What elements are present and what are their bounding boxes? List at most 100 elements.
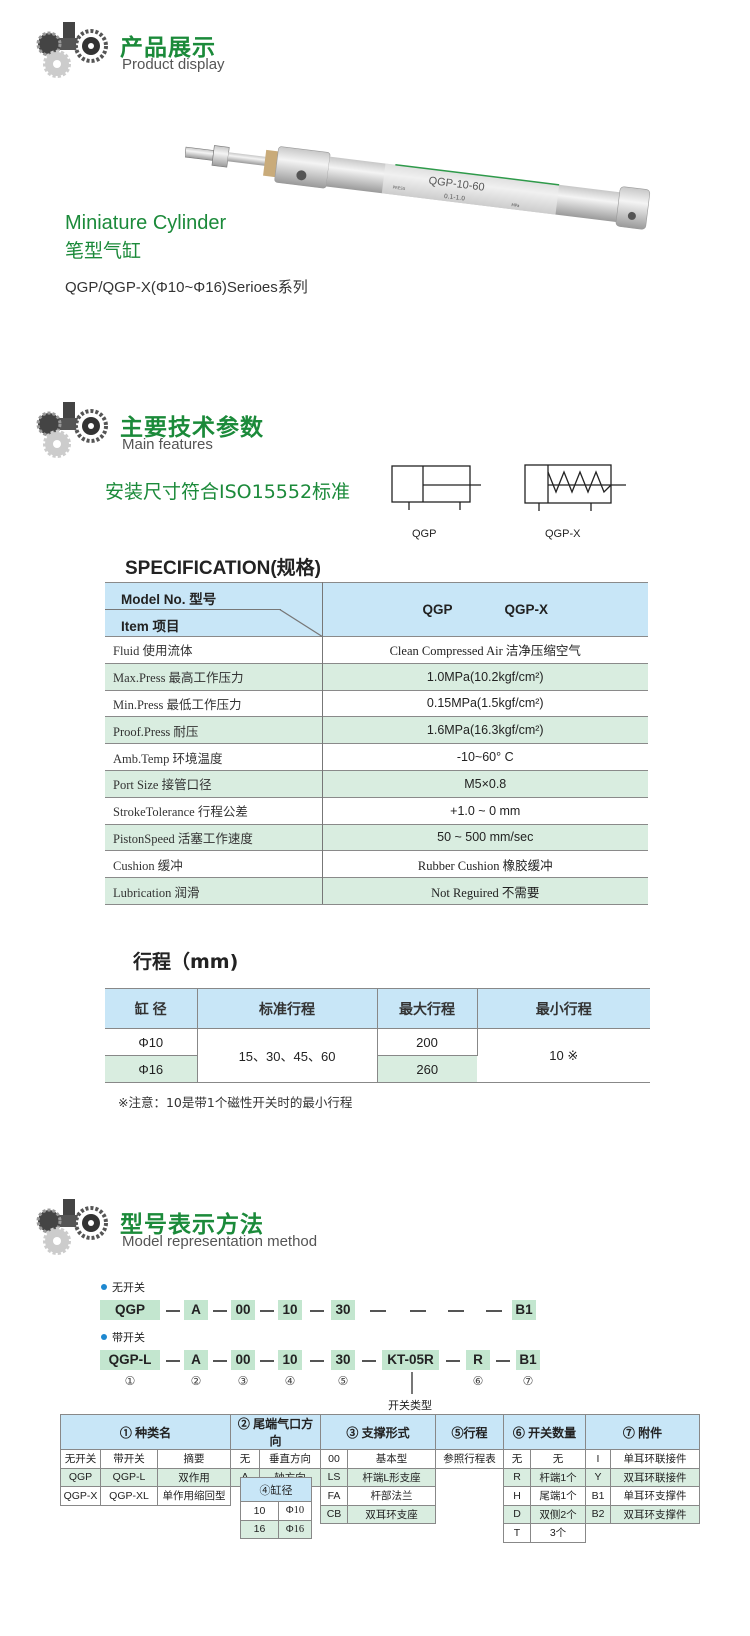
code-box: A xyxy=(184,1300,208,1320)
code-box: 00 xyxy=(231,1350,255,1370)
code-number: ③ xyxy=(237,1374,249,1388)
stroke-header: 最大行程 xyxy=(377,988,478,1029)
min-stroke-cell: 10 ※ xyxy=(477,1028,650,1083)
legend-cell: 单耳环支撑件 xyxy=(610,1486,700,1506)
code-box: B1 xyxy=(516,1350,540,1370)
dash xyxy=(260,1310,274,1312)
dash xyxy=(370,1310,386,1312)
dash xyxy=(448,1310,464,1312)
bore-cell: Φ10 xyxy=(105,1028,198,1056)
spec-row: Fluid 使用流体 Clean Compressed Air 洁净压缩空气 xyxy=(105,636,648,664)
legend-cell: 双侧2个 xyxy=(530,1504,586,1524)
spec-row: Amb.Temp 环境温度 -10~60° C xyxy=(105,743,648,771)
legend-cell: 无 xyxy=(503,1449,531,1469)
spec-row: PistonSpeed 活塞工作速度 50 ~ 500 mm/sec xyxy=(105,823,648,851)
product-series: QGP/QGP-X(Φ10~Φ16)Serioes系列 xyxy=(65,279,308,296)
legend-cell: 垂直方向 xyxy=(259,1449,321,1469)
legend-cell: 无 xyxy=(530,1449,586,1469)
dash xyxy=(496,1360,510,1362)
stroke-header: 缸 径 xyxy=(105,988,198,1029)
legend-cell: 双作用 xyxy=(157,1467,231,1487)
dash xyxy=(213,1360,227,1362)
spec-item: Amb.Temp 环境温度 xyxy=(105,743,323,771)
legend-header: ⑤行程 xyxy=(435,1414,504,1450)
legend-cell: 3个 xyxy=(530,1523,586,1543)
spec-item: Cushion 缓冲 xyxy=(105,850,323,878)
legend-cell: 无开关 xyxy=(60,1449,101,1469)
legend-cell: LS xyxy=(320,1467,348,1487)
code-box: 30 xyxy=(331,1350,355,1370)
spec-item: Port Size 接管口径 xyxy=(105,769,323,798)
legend-cell: 单作用缩回型 xyxy=(157,1486,231,1506)
spec-item: Lubrication 润滑 xyxy=(105,877,323,905)
spec-value: 50 ~ 500 mm/sec xyxy=(322,823,648,851)
with-switch-label: 带开关 xyxy=(112,1331,145,1344)
legend-cell: 基本型 xyxy=(347,1449,436,1469)
spec-value: 1.0MPa(10.2kgf/cm²) xyxy=(322,662,648,691)
stroke-table: 缸 径 标准行程 最大行程 最小行程 Φ10 15、30、45、60 200 1… xyxy=(105,988,650,1083)
spec-table: Model No. 型号 Item 项目 QGP QGP-X Fluid 使用流体… xyxy=(105,582,648,905)
dash xyxy=(446,1360,460,1362)
legend-cell: CB xyxy=(320,1504,348,1524)
spec-value: -10~60° C xyxy=(322,743,648,771)
cylinder-label-unit: MPa xyxy=(511,202,520,208)
symbol-label-qgp: QGP xyxy=(412,528,437,540)
section-title: 产品展示 xyxy=(120,35,216,61)
code-number: ⑤ xyxy=(337,1374,349,1388)
legend-cell: 带开关 xyxy=(100,1449,158,1469)
legend-header: ④缸径 xyxy=(240,1477,312,1502)
spec-row: Max.Press 最高工作压力 1.0MPa(10.2kgf/cm²) xyxy=(105,662,648,691)
spec-row: Port Size 接管口径 M5×0.8 xyxy=(105,769,648,798)
spec-item: Fluid 使用流体 xyxy=(105,636,323,664)
cylinder-label-press: PRESS xyxy=(392,185,406,192)
legend-cell: 双耳环联接件 xyxy=(610,1467,700,1487)
stroke-header: 最小行程 xyxy=(477,988,650,1029)
legend-cell: 摘要 xyxy=(157,1449,231,1469)
spec-item: Proof.Press 耐压 xyxy=(105,716,323,744)
code-number: ④ xyxy=(284,1374,296,1388)
spec-value: Clean Compressed Air 洁净压缩空气 xyxy=(322,636,648,664)
code-box: 30 xyxy=(331,1300,355,1320)
legend-cell: R xyxy=(503,1467,531,1487)
model-qgp-x: QGP-X xyxy=(504,602,549,617)
legend-header: ③ 支撑形式 xyxy=(320,1414,436,1450)
stroke-header: 标准行程 xyxy=(197,988,378,1029)
legend-cell: QGP xyxy=(60,1467,101,1487)
legend-cell: T xyxy=(503,1523,531,1543)
no-switch-label: 无开关 xyxy=(112,1281,145,1294)
cylinder-product-image: QGP-10-60 PRESS 0.1-1.0 MPa xyxy=(185,145,651,230)
legend-header: ② 尾端气口方向 xyxy=(230,1414,321,1450)
iso-standard-text: 安装尺寸符合ISO15552标准 xyxy=(105,481,351,503)
standard-stroke-cell: 15、30、45、60 xyxy=(197,1028,378,1083)
gear-logo-icon xyxy=(36,1199,108,1255)
code-number: ⑦ xyxy=(522,1374,534,1388)
spec-value: M5×0.8 xyxy=(322,769,648,798)
legend-cell: 16 xyxy=(240,1519,279,1539)
legend-cell: B2 xyxy=(585,1504,611,1524)
legend-cell: Φ10 xyxy=(278,1501,312,1521)
spec-row: Proof.Press 耐压 1.6MPa(16.3kgf/cm²) xyxy=(105,716,648,744)
legend-cell: I xyxy=(585,1449,611,1469)
gear-logo-icon xyxy=(36,22,108,78)
product-name-en: Miniature Cylinder xyxy=(65,212,227,234)
bore-legend-table: ④缸径 10 Φ10 16 Φ16 xyxy=(240,1477,312,1539)
spec-value: Not Reguired 不需要 xyxy=(322,877,648,905)
code-number: ① xyxy=(124,1374,136,1388)
spec-title: SPECIFICATION(规格) xyxy=(125,558,321,579)
legend-table: ① 种类名 ② 尾端气口方向 ③ 支撑形式 ⑤行程 ⑥ 开关数量 ⑦ 附件 无开… xyxy=(60,1414,700,1543)
gear-logo-icon xyxy=(36,402,108,458)
dash xyxy=(410,1310,426,1312)
code-box: 00 xyxy=(231,1300,255,1320)
dash xyxy=(310,1310,324,1312)
legend-cell: QGP-L xyxy=(100,1467,158,1487)
section-title: 型号表示方法 xyxy=(120,1212,264,1238)
legend-cell: QGP-X xyxy=(60,1486,101,1506)
legend-cell: Y xyxy=(585,1467,611,1487)
legend-cell: 杆端1个 xyxy=(530,1467,586,1487)
code-box: B1 xyxy=(512,1300,536,1320)
bullet-icon xyxy=(101,1284,107,1290)
header-model-no: Model No. 型号 xyxy=(121,592,217,607)
code-number: ⑥ xyxy=(472,1374,484,1388)
spec-item: StrokeTolerance 行程公差 xyxy=(105,796,323,825)
bore-cell: Φ16 xyxy=(105,1055,198,1083)
